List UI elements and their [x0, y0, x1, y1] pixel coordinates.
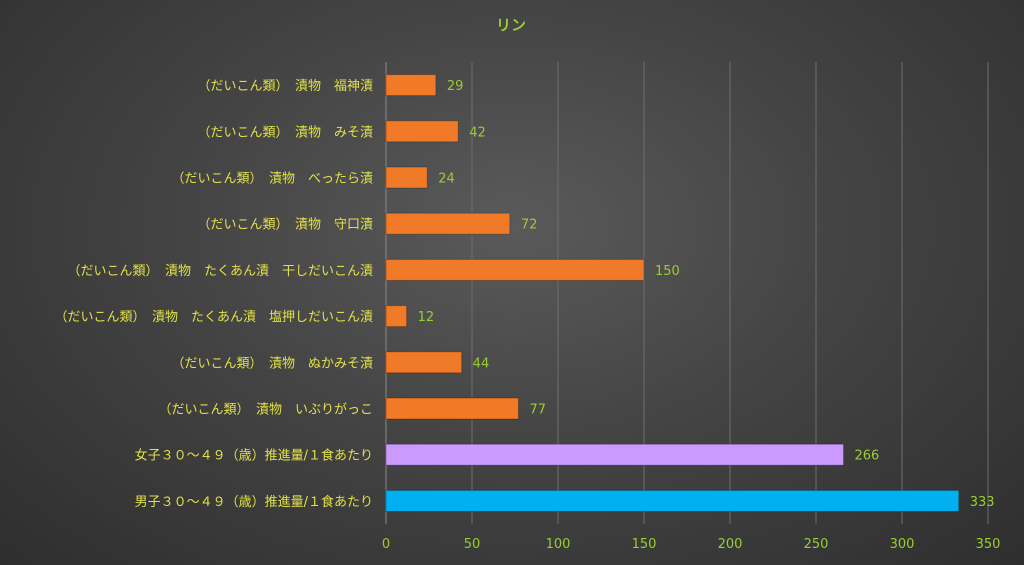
data-label: 44 [473, 356, 490, 371]
grid-lines [385, 62, 989, 524]
bars: 29 42 24 72 150 12 44 77 266 333 [385, 74, 995, 512]
bar [385, 351, 463, 374]
data-label: 72 [521, 218, 538, 233]
category-label: （だいこん類） 漬物 べったら漬 [171, 172, 373, 187]
bar [385, 166, 428, 189]
x-tick-label: 50 [464, 537, 481, 552]
data-label: 150 [655, 264, 680, 279]
x-axis-ticks: 0 50 100 150 200 250 300 350 [382, 537, 1001, 552]
bar [385, 212, 511, 235]
x-tick-label: 250 [804, 537, 829, 552]
bar [385, 397, 519, 420]
category-label: （だいこん類） 漬物 みそ漬 [197, 125, 373, 140]
bar [385, 305, 408, 328]
x-tick-label: 350 [976, 537, 1001, 552]
chart-title: リン [496, 16, 526, 34]
x-tick-label: 150 [632, 537, 657, 552]
data-label: 333 [970, 495, 995, 510]
category-label: （だいこん類） 漬物 たくあん漬 塩押しだいこん漬 [54, 310, 373, 325]
data-label: 77 [529, 403, 546, 418]
category-label: （だいこん類） 漬物 たくあん漬 干しだいこん漬 [67, 264, 373, 279]
category-label: （だいこん類） 漬物 ぬかみそ漬 [171, 356, 373, 371]
data-label: 42 [469, 125, 486, 140]
bar [385, 74, 437, 97]
x-tick-label: 300 [890, 537, 915, 552]
x-tick-label: 100 [546, 537, 571, 552]
category-label: （だいこん類） 漬物 福神漬 [197, 79, 373, 94]
x-tick-label: 0 [382, 537, 390, 552]
data-label: 12 [418, 310, 435, 325]
bar [385, 258, 645, 281]
category-label: （だいこん類） 漬物 守口漬 [197, 218, 373, 233]
data-label: 266 [855, 449, 880, 464]
category-label: 女子３０～４９（歳）推進量/１食あたり [135, 448, 373, 464]
bar [385, 120, 459, 143]
data-label: 24 [438, 172, 455, 187]
bar [385, 443, 845, 466]
bar [385, 489, 960, 512]
x-tick-label: 200 [718, 537, 743, 552]
category-label: 男子３０～４９（歳）推進量/１食あたり [135, 494, 373, 510]
category-label: （だいこん類） 漬物 いぶりがっこ [158, 403, 373, 418]
data-label: 29 [447, 79, 464, 94]
category-labels: （だいこん類） 漬物 福神漬 （だいこん類） 漬物 みそ漬 （だいこん類） 漬物 べ… [54, 79, 373, 510]
